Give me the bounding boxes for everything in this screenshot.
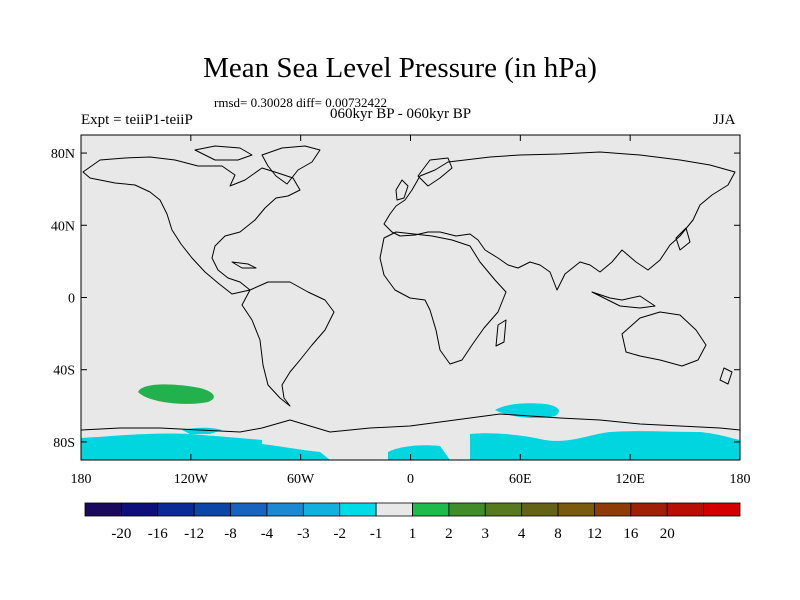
colorbar-swatch bbox=[302, 502, 341, 517]
lon-tick-label: 0 bbox=[407, 472, 414, 487]
colorbar-label: 16 bbox=[623, 526, 639, 542]
colorbar-label: -8 bbox=[224, 526, 237, 542]
lon-tick-label: 180 bbox=[71, 472, 92, 487]
colorbar-label: 4 bbox=[518, 526, 526, 542]
colorbar-swatch bbox=[266, 502, 304, 517]
coast-madagascar bbox=[495, 319, 507, 347]
colorbar-swatch bbox=[630, 502, 668, 517]
colorbar-label: 8 bbox=[554, 526, 562, 542]
coast-antarctica bbox=[80, 413, 741, 433]
coast-africa bbox=[379, 231, 507, 365]
lat-tick-label: 80S bbox=[53, 436, 75, 451]
anomaly-southern-ocean-negative-1 bbox=[81, 433, 262, 460]
colorbar: -20 -16 -12 -8 -4 -3 -2 -1 1 2 3 4 8 12 16 20 bbox=[84, 502, 741, 542]
colorbar-label: -20 bbox=[111, 526, 131, 542]
colorbar-swatch bbox=[84, 502, 122, 517]
colorbar-swatch bbox=[666, 502, 705, 517]
colorbar-swatch bbox=[193, 502, 231, 517]
anomaly-southern-ocean-negative-4 bbox=[470, 431, 740, 460]
coast-arctic-islands bbox=[194, 145, 253, 161]
coast-south-america bbox=[241, 281, 335, 407]
anomaly-southern-ocean-negative-2 bbox=[262, 444, 330, 460]
lon-tick-label: 60W bbox=[287, 472, 315, 487]
colorbar-swatch bbox=[448, 502, 486, 517]
anomaly-south-pacific-positive bbox=[138, 384, 214, 404]
colorbar-swatch bbox=[412, 502, 450, 517]
colorbar-swatch bbox=[703, 502, 741, 517]
colorbar-label: 1 bbox=[409, 526, 417, 542]
stats-line: rmsd= 0.30028 diff= 0.00732422 bbox=[214, 95, 387, 110]
colorbar-label: -12 bbox=[184, 526, 204, 542]
colorbar-swatch bbox=[157, 502, 195, 517]
map-frame bbox=[80, 134, 741, 461]
coast-greenland bbox=[261, 145, 321, 185]
colorbar-label: -4 bbox=[261, 526, 274, 542]
colorbar-swatch bbox=[339, 502, 377, 517]
colorbar-swatch bbox=[230, 502, 268, 517]
coast-north-america bbox=[82, 156, 301, 295]
colorbar-swatch bbox=[557, 502, 595, 517]
colorbar-label: -16 bbox=[148, 526, 168, 542]
colorbar-swatch bbox=[594, 502, 632, 517]
coast-scandinavia bbox=[417, 157, 453, 187]
colorbar-label: 20 bbox=[660, 526, 675, 542]
lat-tick-label: 0 bbox=[68, 292, 75, 307]
lon-tick-label: 120W bbox=[174, 472, 209, 487]
coast-indonesia bbox=[591, 291, 656, 309]
lat-tick-label: 40S bbox=[53, 364, 75, 379]
lon-tick-label: 180 bbox=[730, 472, 751, 487]
colorbar-label: -3 bbox=[297, 526, 310, 542]
lon-tick-label: 120E bbox=[615, 472, 645, 487]
colorbar-label: 12 bbox=[587, 526, 602, 542]
colorbar-swatch bbox=[120, 502, 159, 517]
colorbar-label: 2 bbox=[445, 526, 453, 542]
coastlines bbox=[80, 145, 741, 433]
colorbar-label: 3 bbox=[482, 526, 490, 542]
colorbar-swatch bbox=[484, 502, 523, 517]
colorbar-label: -2 bbox=[333, 526, 346, 542]
coast-new-zealand bbox=[719, 367, 733, 385]
anomaly-southern-ocean-negative-3 bbox=[388, 445, 450, 460]
lat-tick-label: 80N bbox=[51, 147, 75, 162]
period-line: 060kyr BP - 060kyr BP bbox=[330, 106, 472, 122]
chart-title: Mean Sea Level Pressure (in hPa) bbox=[203, 52, 597, 84]
axis-ticks: 80N 40N 0 40S 80S 180 120W 60W 0 60E 120E 180 bbox=[51, 135, 751, 487]
colorbar-label: -1 bbox=[370, 526, 383, 542]
season-label: JJA bbox=[713, 112, 736, 128]
coast-uk bbox=[395, 179, 409, 201]
coast-australia bbox=[621, 311, 707, 367]
lat-tick-label: 40N bbox=[51, 219, 75, 234]
coast-japan bbox=[675, 227, 691, 251]
map-background bbox=[81, 135, 740, 460]
coast-cuba bbox=[231, 261, 257, 269]
experiment-label: Expt = teiiP1-teiiP bbox=[81, 112, 193, 128]
anomaly-regions bbox=[81, 384, 740, 460]
colorbar-swatch bbox=[375, 502, 413, 517]
lon-tick-label: 60E bbox=[509, 472, 532, 487]
coast-eurasia bbox=[383, 151, 736, 291]
colorbar-swatch bbox=[521, 502, 559, 517]
